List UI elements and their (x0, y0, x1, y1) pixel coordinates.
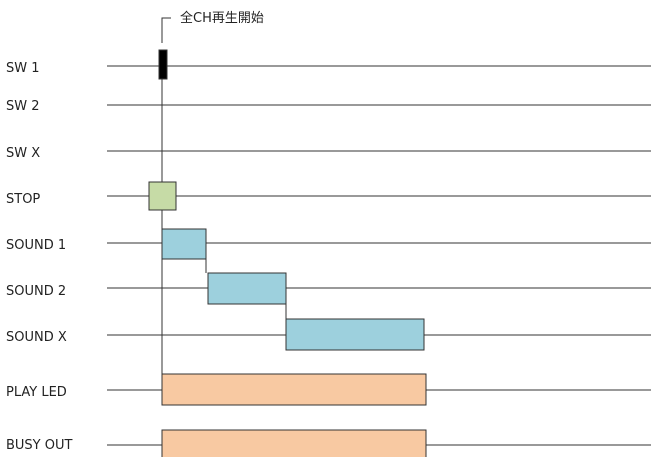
pulse-sound1 (161, 228, 207, 260)
label-sound2: SOUND 2 (6, 284, 66, 299)
label-soundx: SOUND X (6, 330, 67, 345)
pulse-busyout (161, 429, 427, 457)
label-playled: PLAY LED (6, 385, 67, 400)
label-sw1: SW 1 (6, 61, 40, 76)
label-busyout: BUSY OUT (6, 438, 73, 453)
pulse-stop (148, 181, 177, 211)
label-sound1: SOUND 1 (6, 238, 66, 253)
pulse-sw1 (158, 49, 168, 80)
pulse-soundx (285, 318, 425, 351)
label-sw2: SW 2 (6, 99, 40, 114)
pulse-playled (161, 373, 427, 406)
label-stop: STOP (6, 192, 40, 207)
annotation-leader-line (161, 17, 171, 43)
annotation-all-ch-start: 全CH再生開始 (180, 10, 264, 26)
label-swx: SW X (6, 146, 40, 161)
pulse-sound2 (207, 272, 287, 305)
